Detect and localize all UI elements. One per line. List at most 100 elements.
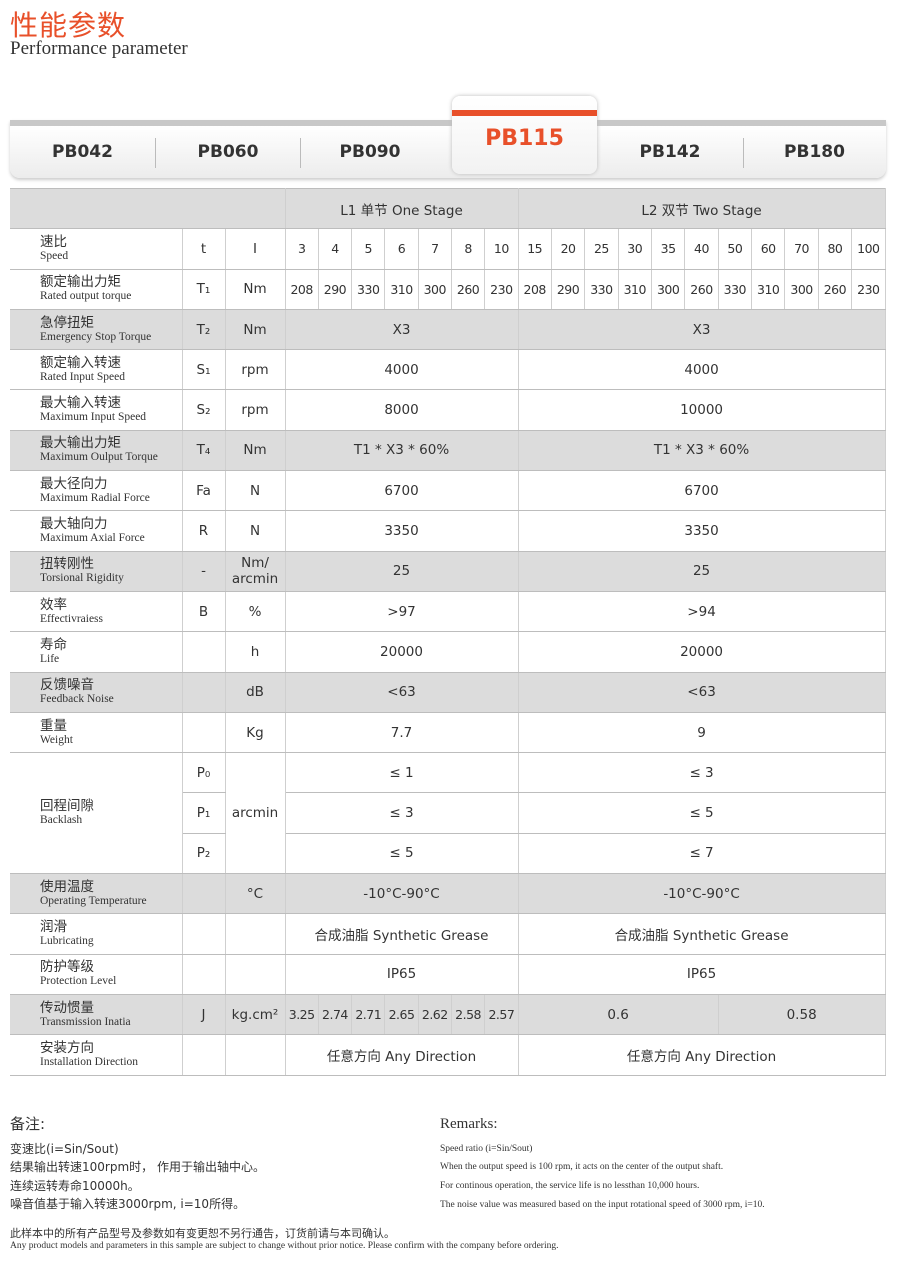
stage2-value: 20000: [518, 631, 886, 673]
stage1-value: IP65: [285, 953, 519, 995]
symbol: [182, 711, 226, 754]
value-cell: 60: [751, 228, 786, 270]
parameter-name-cn: 重量: [40, 717, 67, 734]
model-tabbar: PB042 PB060 PB090 PB142 PB180: [10, 120, 886, 178]
value-cell: 0.6: [518, 993, 719, 1036]
tab-divider: [300, 138, 301, 168]
parameter-name-cn: 额定输入转速: [40, 354, 121, 371]
value-cell: 310: [751, 268, 786, 310]
remark-line: 结果输出转速100rpm时， 作用于输出轴中心。: [10, 1160, 265, 1174]
value-cell: 25: [584, 228, 619, 270]
value-cell: 20: [551, 228, 586, 270]
parameter-name-cn: 最大输入转速: [40, 395, 121, 412]
symbol: -: [182, 550, 226, 592]
parameter-name-en: Maximum Radial Force: [40, 491, 150, 504]
parameter-name: 反馈噪音 Feedback Noise: [10, 671, 183, 713]
value-cell: 2.58: [451, 993, 486, 1036]
parameter-name-cn: 最大输出力矩: [40, 435, 121, 452]
value-cell: 6: [384, 228, 419, 270]
parameter-name: 使用温度 Operating Temperature: [10, 873, 183, 915]
value-cell: 260: [818, 268, 853, 310]
parameter-name-en: Life: [40, 652, 60, 665]
symbol: S₂: [182, 389, 226, 431]
parameter-name-cn: 润滑: [40, 918, 67, 935]
value-cell: 2.74: [318, 993, 353, 1036]
value-cell: 0.58: [718, 993, 886, 1036]
tab-pb042[interactable]: PB042: [52, 142, 113, 162]
parameter-name: 重量 Weight: [10, 711, 183, 754]
table-row: 润滑 Lubricating 合成油脂 Synthetic Grease 合成油脂 S…: [10, 913, 886, 955]
stage1-value: 25: [285, 550, 519, 592]
stage1-value: 6700: [285, 470, 519, 512]
value-cell: 100: [851, 228, 886, 270]
active-indicator: [452, 110, 597, 116]
parameter-name: 急停扭矩 Emergency Stop Torque: [10, 308, 183, 351]
unit: °C: [225, 873, 286, 915]
unit: Nm: [225, 429, 286, 472]
value-cell: 2.57: [484, 993, 519, 1036]
parameter-name-en: Installation Direction: [40, 1055, 139, 1068]
stage1-value: 7.7: [285, 711, 519, 754]
parameter-name: 效率 Effectivraiess: [10, 590, 183, 633]
value-cell: 35: [651, 228, 686, 270]
table-row: 最大输出力矩 Maximum Oulput Torque T₄ Nm T1 * X3 *…: [10, 429, 886, 472]
value-cell: 290: [318, 268, 353, 310]
stage2-value: 3350: [518, 510, 886, 552]
parameter-name-en: Torsional Rigidity: [40, 572, 124, 585]
symbol: T₁: [182, 268, 226, 310]
value-cell: 290: [551, 268, 586, 310]
stage1-value: -10°C-90°C: [285, 873, 519, 915]
stage2-value: 6700: [518, 470, 886, 512]
unit: h: [225, 631, 286, 673]
value-cell: 300: [651, 268, 686, 310]
table-row: 最大轴向力 Maximum Axial Force R N 3350 3350: [10, 510, 886, 552]
stage1-value: 合成油脂 Synthetic Grease: [285, 913, 519, 955]
page-subtitle: Performance parameter: [10, 38, 188, 59]
unit: Nm: [225, 268, 286, 310]
tab-pb090[interactable]: PB090: [339, 142, 401, 162]
performance-table: L1 单节 One Stage L2 双节 Two Stage 速比 Speed t I 3…: [10, 187, 886, 1076]
value-cell: 3: [285, 228, 319, 270]
remark-line: When the output speed is 100 rpm, it act…: [440, 1162, 724, 1173]
parameter-name-cn: 回程间隙: [40, 798, 94, 815]
unit: kg.cm²: [225, 993, 286, 1036]
stage2-value: 任意方向 Any Direction: [518, 1034, 886, 1076]
value-cell: 330: [351, 268, 386, 310]
tab-pb115[interactable]: PB115: [452, 96, 597, 174]
parameter-name-cn: 急停扭矩: [40, 314, 94, 331]
parameter-name-cn: 传动惯量: [40, 999, 94, 1016]
table-row: 最大径向力 Maximum Radial Force Fa N 6700 6700: [10, 470, 886, 512]
parameter-name-cn: 效率: [40, 596, 67, 613]
symbol: T₄: [182, 429, 226, 472]
footer-en: Any product models and parameters in thi…: [10, 1241, 559, 1251]
table-row: 重量 Weight Kg 7.7 9: [10, 711, 886, 754]
unit: [225, 953, 286, 995]
unit: Nm/ arcmin: [225, 550, 286, 592]
stage2-value: ≤ 3: [518, 752, 886, 794]
value-cell: 40: [684, 228, 719, 270]
remark-line: 噪音值基于输入转速3000rpm, i=10所得。: [10, 1197, 246, 1211]
parameter-name: 额定输出力矩 Rated output torque: [10, 268, 183, 310]
table-row: 安装方向 Installation Direction 任意方向 Any Direc…: [10, 1034, 886, 1076]
parameter-name-en: Effectivraiess: [40, 612, 104, 625]
unit: arcmin: [225, 752, 286, 875]
parameter-name-en: Weight: [40, 733, 73, 746]
tab-label: PB115: [485, 126, 564, 151]
value-cell: 260: [684, 268, 719, 310]
parameter-name-cn: 最大轴向力: [40, 516, 108, 533]
tab-pb060[interactable]: PB060: [197, 142, 259, 162]
table-row: 寿命 Life h 20000 20000: [10, 631, 886, 673]
parameter-name: 回程间隙 Backlash: [10, 752, 183, 875]
page-title: 性能参数: [10, 9, 127, 42]
value-cell: 310: [618, 268, 652, 310]
stage2-value: IP65: [518, 953, 886, 995]
tab-pb180[interactable]: PB180: [784, 142, 845, 162]
unit: %: [225, 590, 286, 633]
tab-pb142[interactable]: PB142: [639, 142, 701, 162]
unit: Kg: [225, 711, 286, 754]
parameter-name: 额定输入转速 Rated Input Speed: [10, 349, 183, 391]
table-row: 防护等级 Protection Level IP65 IP65: [10, 953, 886, 995]
remarks-cn: 备注: 变速比(i=Sin/Sout) 结果输出转速100rpm时， 作用于输出…: [10, 1115, 265, 1214]
symbol: Fa: [182, 470, 226, 512]
stage2-header: L2 双节 Two Stage: [518, 187, 886, 230]
